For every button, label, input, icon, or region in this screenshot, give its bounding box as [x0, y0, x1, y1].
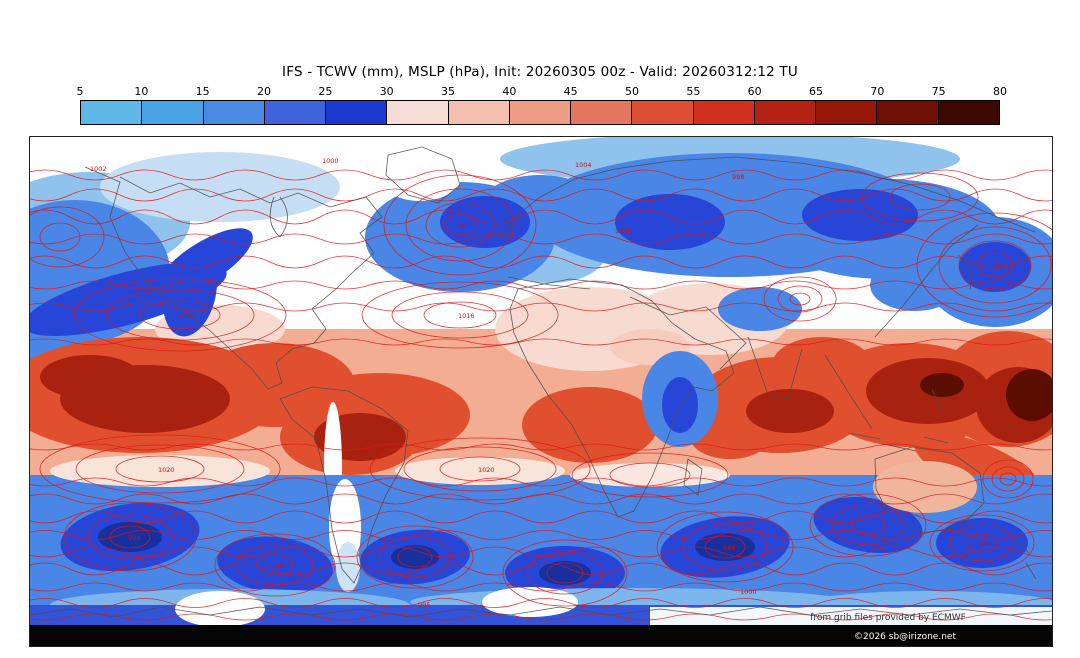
colorbar-tick: 25 — [318, 85, 333, 98]
colorbar-tick: 50 — [625, 85, 639, 98]
colorbar-tick-labels: 5 10 15 20 25 30 35 40 45 50 55 60 65 70 75 80 — [76, 85, 1008, 99]
mslp-contour-rings — [30, 172, 1052, 607]
isobar-label: 988 — [723, 544, 735, 552]
isobar-label: 995 — [418, 601, 430, 609]
isobar-label: 990 — [980, 540, 992, 548]
colorbar-segment — [509, 101, 572, 124]
isobar-label: 1004 — [575, 161, 592, 169]
colorbar-segment — [938, 101, 999, 124]
colorbar-segment — [816, 101, 878, 124]
colorbar-tick: 30 — [379, 85, 394, 98]
colorbar-segment — [632, 101, 694, 124]
colorbar-segment — [326, 101, 388, 124]
world-map: 1002 1000 1004 998 1008 995 985 1012 1016 1020 102… — [30, 137, 1052, 646]
colorbar-segment — [448, 101, 510, 124]
isobar-label: 985 — [458, 222, 470, 230]
colorbar-tick: 65 — [809, 85, 823, 98]
credit-text: from grib files provided by ECMWF — [810, 613, 966, 623]
colorbar-tick: 20 — [257, 85, 271, 98]
isobar-label: 998 — [732, 173, 744, 181]
colorbar-segment — [81, 101, 143, 124]
isobar-label: 1016 — [458, 312, 475, 320]
colorbar-segment — [387, 101, 449, 124]
colorbar-tick: 80 — [993, 85, 1007, 98]
colorbar-segment — [754, 101, 817, 124]
colorbar-tick: 35 — [441, 85, 455, 98]
colorbar-segment — [571, 101, 633, 124]
colorbar-tick: 5 — [76, 85, 84, 98]
colorbar-segment — [264, 101, 327, 124]
isobar-label: 1002 — [90, 165, 107, 173]
colorbar-tick: 75 — [931, 85, 946, 98]
chart-title: IFS - TCWV (mm), MSLP (hPa), Init: 20260… — [282, 64, 798, 80]
tcwv-shading — [30, 137, 1052, 646]
colorbar-tick: 70 — [870, 85, 885, 98]
isobar-label: 1000 — [740, 588, 757, 596]
colorbar-tick: 10 — [134, 85, 149, 98]
isobar-label: 1008 — [615, 227, 632, 235]
colorbar-segment — [693, 101, 755, 124]
colorbar-segment — [203, 101, 265, 124]
colorbar-tick: 40 — [502, 85, 517, 98]
isobar-label: 1012 — [178, 312, 195, 320]
map-area: 1002 1000 1004 998 1008 995 985 1012 1016 1020 102… — [29, 136, 1053, 647]
colorbar-tick: 15 — [195, 85, 210, 98]
copyright-text: ©2026 sb@irizone.net — [854, 632, 956, 642]
coastlines — [30, 146, 1052, 618]
isobar-label: 995 — [993, 262, 1005, 270]
isobar-label: 992 — [273, 562, 285, 570]
colorbar-tick: 45 — [563, 85, 578, 98]
colorbar: 5 10 15 20 25 30 35 40 45 50 55 60 65 70 75 80 — [76, 85, 1008, 125]
colorbar-bar — [80, 100, 1000, 125]
colorbar-segment — [142, 101, 204, 124]
isobar-label: 1020 — [478, 466, 495, 474]
colorbar-tick: 55 — [686, 85, 701, 98]
isobar-label: 1000 — [322, 157, 339, 165]
isobar-label: 990 — [128, 534, 140, 542]
isobar-label: 1020 — [158, 466, 175, 474]
isobar-labels: 1002 1000 1004 998 1008 995 985 1012 1016 1020 102… — [90, 157, 1005, 609]
colorbar-tick: 60 — [747, 85, 762, 98]
colorbar-segment — [877, 101, 939, 124]
